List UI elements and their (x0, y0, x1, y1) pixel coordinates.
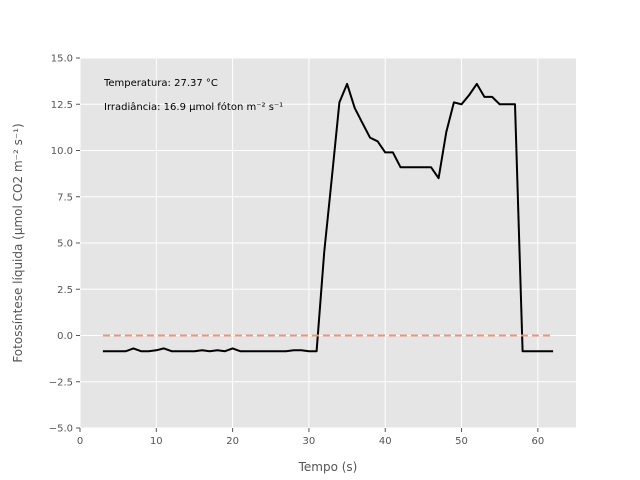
y-tick-label: 15.0 (51, 54, 73, 65)
y-tick-label: 7.5 (57, 192, 73, 203)
y-tick-label: 0.0 (57, 331, 73, 342)
x-tick-label: 20 (226, 436, 239, 447)
y-tick-label: 10.0 (51, 146, 73, 157)
x-tick-label: 60 (531, 436, 544, 447)
x-tick-label: 0 (77, 436, 83, 447)
ticks: 0 10 20 30 40 50 60 −5.0 −2.5 0.0 2.5 5.0 7.5 10.0 12.… (49, 54, 545, 448)
x-tick-label: 40 (379, 436, 392, 447)
y-tick-label: 12.5 (51, 100, 73, 111)
x-tick-label: 30 (303, 436, 316, 447)
x-tick-label: 50 (455, 436, 468, 447)
photosynthesis-line (102, 82, 554, 353)
annotation-temperature: Temperatura: 27.37 °C (103, 78, 218, 89)
y-tick-label: 2.5 (57, 285, 73, 296)
y-tick-label: −5.0 (49, 424, 73, 435)
series-layer (102, 82, 554, 353)
y-tick-label: 5.0 (57, 239, 73, 250)
y-tick-label: −2.5 (49, 377, 73, 388)
x-tick-label: 10 (150, 436, 163, 447)
annotation-irradiance: Irradiância: 16.9 μmol fóton m⁻² s⁻¹ (104, 101, 283, 113)
y-axis-label: Fotossíntese líquida (μmol CO2 m⁻² s⁻¹) (11, 123, 25, 362)
x-axis-label: Tempo (s) (298, 460, 358, 474)
